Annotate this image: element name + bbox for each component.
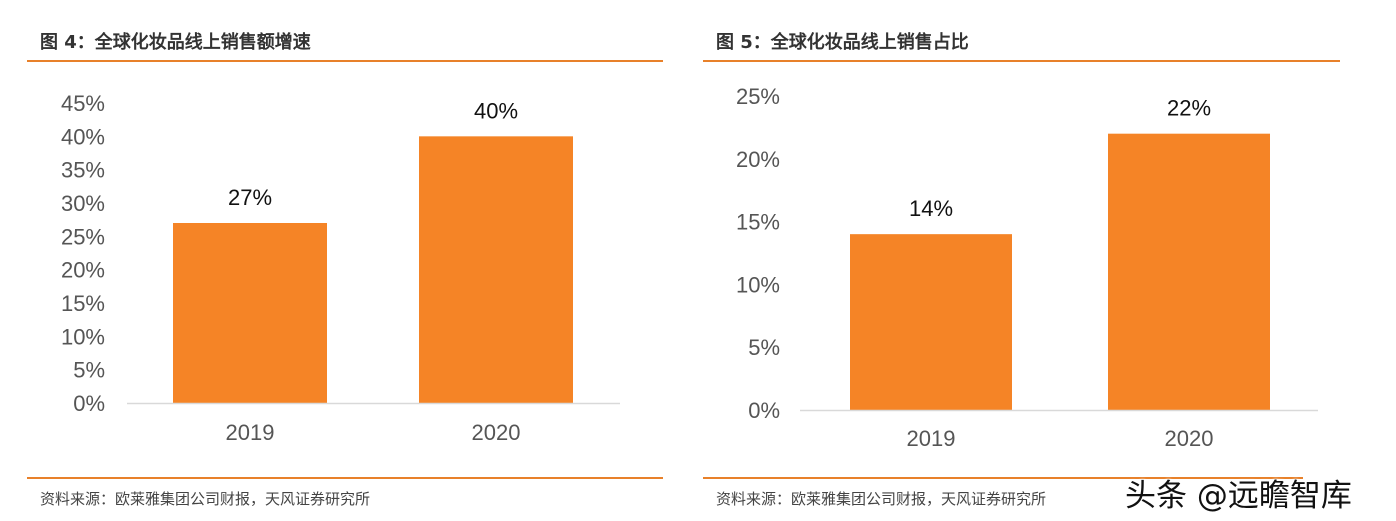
divider [27,477,663,479]
source-note-left: 资料来源：欧莱雅集团公司财报，天风证券研究所 [40,490,371,508]
y-tick-label: 40% [61,124,105,149]
divider [703,477,1303,479]
data-label: 27% [228,185,272,210]
y-tick-label: 20% [61,258,105,283]
x-tick-label: 2020 [472,420,521,445]
y-tick-label: 5% [748,335,780,360]
bar-2019 [850,234,1012,410]
data-label: 22% [1167,96,1211,121]
x-tick-label: 2020 [1165,426,1214,451]
y-tick-label: 20% [736,147,780,172]
y-tick-label: 15% [61,291,105,316]
source-note-right: 资料来源：欧莱雅集团公司财报，天风证券研究所 [716,490,1047,508]
x-tick-label: 2019 [907,426,956,451]
y-tick-label: 0% [73,391,105,416]
y-tick-label: 45% [61,91,105,116]
data-label: 14% [909,196,953,221]
y-tick-label: 10% [736,272,780,297]
y-tick-label: 0% [748,398,780,423]
y-tick-label: 35% [61,158,105,183]
data-label: 40% [474,98,518,123]
chart-title-right: 图 5：全球化妆品线上销售占比 [716,32,969,53]
y-tick-label: 25% [61,224,105,249]
bar-2019 [173,223,327,403]
y-tick-label: 15% [736,210,780,235]
divider [703,60,1340,62]
watermark: 头条 @远瞻智库 [1125,478,1352,514]
bar-2020 [419,136,573,404]
y-tick-label: 30% [61,191,105,216]
x-tick-label: 2019 [226,420,275,445]
y-tick-label: 10% [61,324,105,349]
bar-2020 [1108,133,1270,410]
chart-title-left: 图 4：全球化妆品线上销售额增速 [40,32,311,53]
y-tick-label: 25% [736,84,780,109]
divider [27,60,663,62]
y-tick-label: 5% [73,358,105,383]
